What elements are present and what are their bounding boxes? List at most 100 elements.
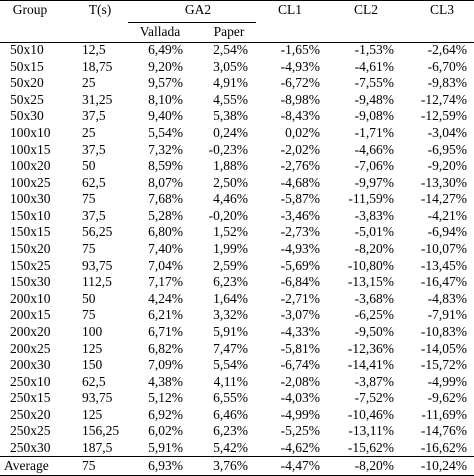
table-cell: 12,5 — [82, 42, 106, 57]
table-cell: -4,33% — [280, 323, 320, 339]
table-cell: -2,73% — [280, 224, 320, 240]
table-cell: 150x10 — [10, 207, 51, 223]
table-cell: -6,84% — [280, 274, 320, 290]
table-cell: 1,99% — [213, 241, 248, 256]
table-cell: -2,02% — [280, 141, 320, 157]
table-cell: 100x10 — [10, 124, 51, 140]
table-cell: 75 — [82, 191, 96, 207]
table-cell: 4,46% — [213, 191, 248, 207]
table-cell: -7,55% — [354, 75, 394, 91]
table-cell: 6,23% — [213, 274, 248, 290]
table-cell: -4,68% — [280, 174, 320, 190]
table-cell: 250x30 — [10, 440, 51, 455]
table-cell: 250x20 — [10, 406, 51, 422]
table-cell: 1,64% — [213, 290, 248, 306]
table-cell: 6,82% — [148, 340, 183, 356]
table-cell: -2,08% — [280, 373, 320, 389]
table-cell: 7,68% — [148, 191, 183, 207]
header-cell: Group — [12, 2, 48, 17]
table-cell: -9,62% — [427, 390, 467, 406]
table-cell: 100x15 — [10, 141, 51, 157]
header-cell: CL2 — [353, 2, 379, 17]
table-cell: 75 — [82, 307, 96, 323]
table-cell: -10,83% — [420, 323, 467, 339]
table-cell: 6,49% — [148, 42, 183, 57]
table-cell: 93,75 — [82, 257, 113, 273]
table-cell: -7,91% — [427, 307, 467, 323]
table-cell: 200x25 — [10, 340, 51, 356]
table-cell: 6,02% — [148, 423, 183, 439]
footer-cell: 6,93% — [148, 458, 183, 473]
header-cell: CL3 — [429, 2, 455, 17]
table-cell: 9,57% — [148, 75, 183, 91]
table-cell: 37,5 — [82, 108, 106, 124]
table-cell: 8,07% — [148, 174, 183, 190]
table-cell: -16,62% — [420, 440, 467, 455]
table-cell: -13,11% — [348, 423, 394, 439]
table-cell: 2,59% — [213, 257, 248, 273]
table-cell: 6,55% — [213, 390, 248, 406]
table-cell: -7,52% — [354, 390, 394, 406]
table-cell: -11,69% — [421, 406, 467, 422]
table-cell: -15,72% — [420, 357, 467, 373]
table-cell: 200x15 — [10, 307, 51, 323]
table-cell: 7,40% — [148, 241, 183, 256]
table-cell: 8,10% — [148, 91, 183, 107]
header-cell: T(s) — [88, 2, 112, 17]
table-cell: 7,32% — [148, 141, 183, 157]
table-cell: -2,76% — [280, 158, 320, 174]
table-cell: -4,03% — [280, 390, 320, 406]
table-cell: -6,72% — [280, 75, 320, 91]
table-cell: 0,02% — [285, 124, 320, 140]
table-cell: 5,91% — [213, 323, 248, 339]
subheader-cell: Vallada — [139, 24, 181, 39]
table-cell: -9,08% — [354, 108, 394, 124]
table-cell: 4,55% — [213, 91, 248, 107]
table-cell: -13,30% — [420, 174, 467, 190]
table-cell: 50x15 — [10, 58, 44, 74]
footer-cell: -8,20% — [354, 458, 394, 473]
table-cell: -14,76% — [420, 423, 467, 439]
table-cell: -1,71% — [354, 124, 394, 140]
table-cell: 62,5 — [82, 174, 106, 190]
table-cell: 50x25 — [10, 91, 44, 107]
table-cell: 3,05% — [213, 58, 248, 74]
table-cell: -13,45% — [420, 257, 467, 273]
table-cell: 150 — [82, 357, 103, 373]
table-cell: 125 — [82, 406, 103, 422]
table-cell: -4,93% — [280, 58, 320, 74]
table-cell: -15,62% — [347, 440, 394, 455]
table-cell: 7,04% — [148, 257, 183, 273]
table-cell: -10,07% — [420, 241, 467, 256]
table-cell: -8,20% — [354, 241, 394, 256]
table-cell: -4,99% — [427, 373, 467, 389]
table-cell: 100x30 — [10, 191, 51, 207]
table-cell: 150x25 — [10, 257, 51, 273]
table-cell: 6,71% — [148, 323, 183, 339]
rule — [0, 456, 474, 457]
footer-cell: -4,47% — [280, 458, 320, 473]
table-cell: 112,5 — [82, 274, 112, 290]
footer-cell: 75 — [82, 458, 96, 473]
table-cell: 2,50% — [213, 174, 248, 190]
table-cell: 5,42% — [213, 440, 248, 455]
table-cell: 56,25 — [82, 224, 113, 240]
table-cell: 6,23% — [213, 423, 248, 439]
table-cell: -5,01% — [354, 224, 394, 240]
table-cell: -1,65% — [280, 42, 320, 57]
table-cell: -9,50% — [354, 323, 394, 339]
table-cell: 4,24% — [148, 290, 183, 306]
table-cell: -2,64% — [427, 42, 467, 57]
table-cell: 200x10 — [10, 290, 51, 306]
table-cell: 100x25 — [10, 174, 51, 190]
table-cell: 50 — [82, 290, 96, 306]
table-cell: 150x30 — [10, 274, 51, 290]
table-cell: -10,80% — [347, 257, 394, 273]
table-cell: -6,70% — [427, 58, 467, 74]
table-cell: 37,5 — [82, 207, 106, 223]
table-cell: 5,91% — [148, 440, 183, 455]
table-cell: 4,11% — [213, 373, 248, 389]
table-cell: 156,25 — [82, 423, 120, 439]
footer-cell: -10,24% — [420, 458, 467, 473]
